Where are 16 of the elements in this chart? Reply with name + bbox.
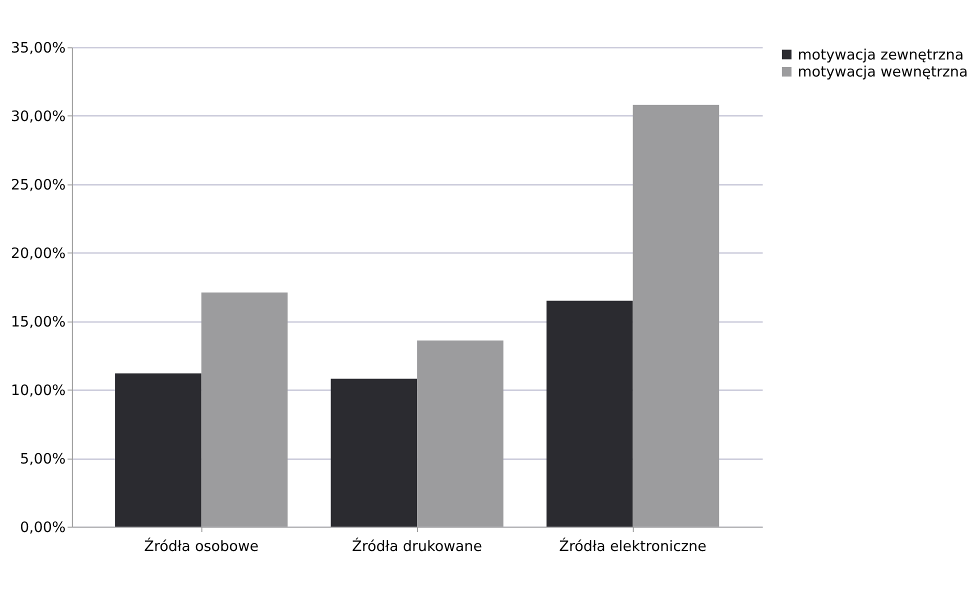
bar [330, 378, 418, 527]
bar [546, 300, 633, 527]
y-tick-label: 5,00% [20, 452, 66, 468]
x-tick-label: Źródła drukowane [352, 537, 482, 556]
y-tick-label: 35,00% [10, 40, 66, 57]
x-tick-label: Źródła elektroniczne [559, 537, 707, 556]
y-tick-label: 25,00% [10, 178, 66, 194]
x-tick-label: Źródła osobowe [144, 537, 259, 556]
y-tick-label: 30,00% [10, 109, 66, 126]
y-tick-label: 0,00% [20, 520, 66, 536]
y-tick-label: 10,00% [10, 383, 66, 400]
legend-label: motywacja wewnętrzna [798, 64, 968, 81]
bar [115, 373, 202, 527]
legend-label: motywacja zewnętrzna [798, 47, 964, 64]
y-tick-label: 20,00% [10, 246, 66, 262]
y-tick-label: 15,00% [10, 314, 66, 331]
